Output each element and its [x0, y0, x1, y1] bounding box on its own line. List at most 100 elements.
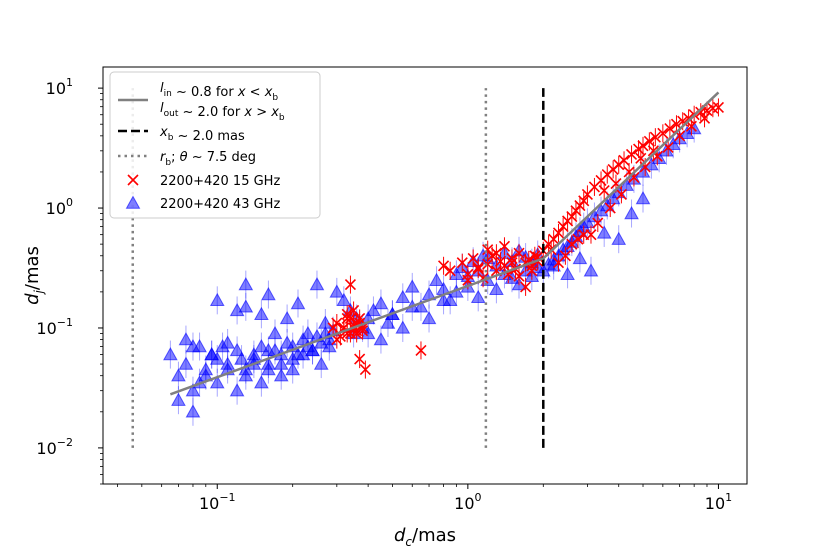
data-point-15ghz	[513, 244, 525, 263]
data-point-43ghz	[395, 313, 411, 342]
legend-15ghz-label: 2200+420 15 GHz	[160, 174, 280, 189]
data-point-15ghz	[664, 119, 676, 138]
x-tick-label: 100	[454, 491, 481, 513]
data-point-15ghz	[552, 223, 565, 242]
data-point-43ghz	[611, 225, 627, 254]
data-point-43ghz	[329, 277, 345, 306]
x-tick-label: 101	[705, 491, 732, 513]
data-point-43ghz	[171, 361, 186, 390]
data-point-43ghz	[470, 283, 486, 312]
data-point-43ghz	[318, 309, 333, 338]
data-point-15ghz	[585, 225, 597, 244]
data-point-43ghz	[373, 325, 389, 354]
y-tick-label: 10−1	[36, 316, 73, 338]
data-point-15ghz	[444, 261, 456, 280]
data-point-15ghz	[498, 237, 511, 256]
data-point-43ghz	[220, 328, 235, 357]
legend-rb-label: rb; θ ~ 7.5 deg	[160, 150, 256, 168]
legend-break-label: xb ~ 2.0 mas	[159, 125, 245, 144]
data-point-15ghz	[572, 230, 584, 249]
data-point-43ghz	[404, 272, 420, 301]
y-tick-label: 100	[46, 196, 73, 218]
data-point-43ghz	[254, 300, 269, 329]
data-point-43ghz	[489, 275, 504, 304]
y-tick-label: 10−2	[36, 436, 73, 458]
data-point-15ghz	[657, 124, 669, 143]
data-point-15ghz	[557, 217, 569, 236]
data-point-43ghz	[229, 376, 245, 405]
data-point-15ghz	[359, 360, 371, 379]
data-point-43ghz	[624, 199, 639, 228]
data-point-43ghz	[178, 350, 194, 379]
data-point-43ghz	[413, 292, 429, 321]
y-tick-label: 101	[46, 76, 73, 98]
data-point-43ghz	[261, 355, 276, 384]
legend-15ghz-marker	[127, 174, 139, 186]
legend-fit-label-1: lin ~ 0.8 for x < xb	[160, 81, 278, 103]
y-axis-label: dj/mas	[22, 246, 46, 305]
data-point-15ghz	[649, 128, 661, 147]
data-point-43ghz	[583, 256, 599, 285]
data-point-43ghz	[238, 292, 254, 321]
data-point-43ghz	[313, 350, 329, 379]
data-point-43ghz	[279, 304, 295, 333]
data-point-43ghz	[336, 286, 352, 315]
x-tick-label: 10−1	[199, 491, 236, 513]
data-point-15ghz	[566, 235, 578, 254]
data-point-15ghz	[456, 253, 468, 272]
data-point-15ghz	[472, 260, 484, 279]
x-axis-label: dc/mas	[394, 525, 456, 549]
data-point-15ghz	[548, 230, 560, 249]
data-point-43ghz	[380, 309, 396, 338]
data-point-15ghz	[482, 240, 494, 259]
data-point-43ghz	[178, 325, 194, 354]
data-point-15ghz	[520, 277, 532, 296]
data-point-15ghz	[348, 301, 360, 320]
data-point-43ghz	[635, 184, 651, 213]
data-point-15ghz	[604, 199, 616, 218]
data-point-43ghz	[436, 286, 451, 315]
data-point-43ghz	[261, 280, 276, 309]
data-point-43ghz	[229, 296, 245, 325]
data-point-15ghz	[615, 185, 627, 204]
legend-fit-label-2: lout ~ 2.0 for x > xb	[160, 101, 285, 123]
axes-layer: 10−1 100 101 10−2 10−1 100 101 dc/mas dj/mas	[22, 66, 748, 549]
data-point-15ghz	[625, 145, 638, 164]
data-point-43ghz	[254, 368, 269, 397]
data-point-15ghz	[712, 98, 725, 117]
data-point-43ghz	[209, 368, 225, 397]
data-point-43ghz	[163, 340, 178, 369]
data-point-43ghz	[267, 319, 283, 348]
data-point-15ghz	[592, 214, 604, 233]
data-point-43ghz	[185, 397, 201, 426]
data-point-15ghz	[354, 350, 366, 369]
data-point-43ghz	[429, 266, 444, 295]
data-point-43ghz	[305, 336, 320, 365]
plot-frame	[102, 66, 748, 485]
data-point-15ghz	[513, 267, 525, 286]
data-point-43ghz	[290, 289, 306, 318]
legend-43ghz-label: 2200+420 43 GHz	[160, 197, 280, 212]
data-point-15ghz	[415, 341, 427, 360]
data-point-15ghz	[698, 109, 711, 128]
data-point-15ghz	[637, 136, 649, 155]
data-point-43ghz	[185, 376, 201, 405]
data-point-43ghz	[238, 270, 254, 299]
data-point-43ghz	[596, 218, 612, 247]
data-point-15ghz	[437, 256, 450, 275]
data-point-43ghz	[373, 289, 389, 318]
data-point-43ghz	[209, 286, 225, 315]
data-point-43ghz	[395, 283, 411, 312]
data-point-43ghz	[192, 332, 207, 361]
data-point-15ghz	[618, 151, 630, 170]
data-point-15ghz	[647, 141, 659, 160]
legend-box	[109, 71, 321, 219]
data-point-43ghz	[560, 260, 575, 289]
data-point-43ghz	[572, 244, 588, 273]
data-point-43ghz	[421, 304, 437, 333]
data-point-15ghz	[344, 275, 357, 294]
data-point-15ghz	[570, 201, 582, 220]
